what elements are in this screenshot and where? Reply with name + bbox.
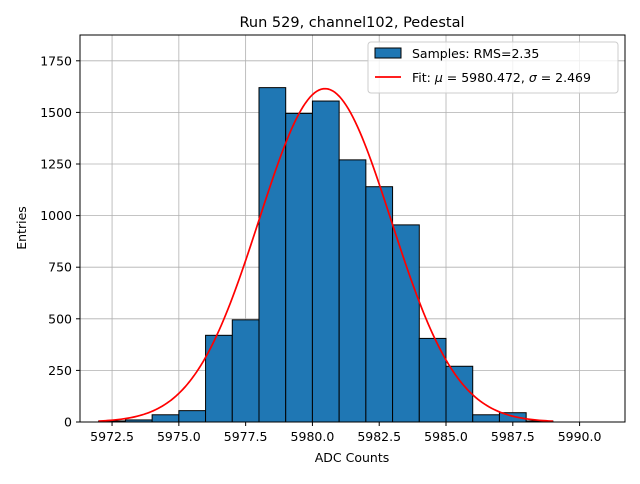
legend-frame xyxy=(367,41,619,94)
histogram-bar xyxy=(392,224,420,423)
histogram-bar xyxy=(365,186,394,423)
legend-fit-prefix: Fit: xyxy=(412,70,435,85)
fit-curve xyxy=(98,87,553,422)
x-tick-label: 5990.0 xyxy=(558,429,602,444)
legend-fit-mu-value: = 5980.472, xyxy=(443,70,529,85)
legend: Samples: RMS=2.35 Fit: μ = 5980.472, σ =… xyxy=(367,41,619,94)
chart-title: Run 529, channel102, Pedestal xyxy=(239,15,464,31)
legend-fit-sigma: σ xyxy=(529,70,538,85)
x-tick-label: 5975.0 xyxy=(157,429,201,444)
y-tick-label: 500 xyxy=(48,311,72,326)
x-tick-label: 5972.5 xyxy=(90,429,134,444)
x-tick-label: 5987.5 xyxy=(491,429,535,444)
histogram-bar xyxy=(258,87,287,423)
y-tick-label: 750 xyxy=(48,260,72,275)
plot-frame xyxy=(79,34,626,423)
x-tick-label: 5985.0 xyxy=(424,429,468,444)
fit-curve-layer xyxy=(98,87,553,422)
legend-bar-label: Samples: RMS=2.35 xyxy=(412,46,539,61)
histogram-bar xyxy=(231,319,260,423)
legend-fit-sigma-value: = 2.469 xyxy=(537,70,591,85)
y-tick-label: 1500 xyxy=(40,105,72,120)
histogram-bar xyxy=(445,365,474,423)
histogram-bar xyxy=(311,100,340,423)
y-axis-ticks: 0 250 500 750 1000 1250 1500 1750 xyxy=(40,53,80,430)
y-axis-label: Entries xyxy=(14,206,29,250)
y-tick-label: 250 xyxy=(48,363,72,378)
y-tick-label: 1250 xyxy=(40,157,72,172)
histogram-bar xyxy=(472,414,500,423)
legend-bar-swatch xyxy=(374,47,402,59)
y-tick-label: 0 xyxy=(64,415,72,430)
x-axis-ticks: 5972.5 5975.0 5977.5 5980.0 5982.5 5985.0 5987… xyxy=(90,422,601,444)
y-tick-label: 1000 xyxy=(40,208,72,223)
histogram-bar xyxy=(418,337,447,423)
x-tick-label: 5977.5 xyxy=(224,429,268,444)
x-tick-label: 5980.0 xyxy=(291,429,335,444)
legend-fit-mu: μ xyxy=(434,70,443,85)
y-tick-label: 1750 xyxy=(40,53,72,68)
histogram-bar xyxy=(285,112,313,423)
legend-fit-label: Fit: μ = 5980.472, σ = 2.469 xyxy=(412,70,591,85)
histogram-bar xyxy=(338,159,367,423)
histogram-bar xyxy=(178,410,207,423)
histogram-bar xyxy=(151,414,180,423)
histogram-bars xyxy=(98,87,554,423)
x-tick-label: 5982.5 xyxy=(357,429,401,444)
x-axis-label: ADC Counts xyxy=(315,450,390,465)
